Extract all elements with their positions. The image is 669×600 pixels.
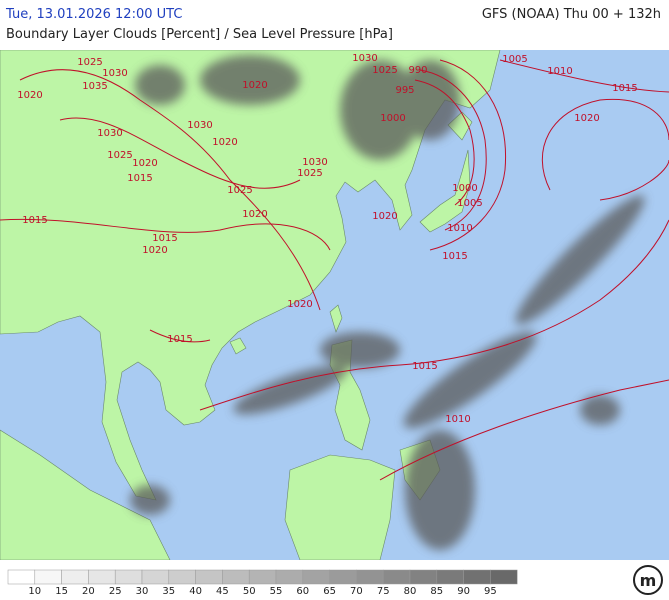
isobar-label: 1005 <box>502 54 527 65</box>
legend-swatch <box>490 569 518 585</box>
isobar-label: 1025 <box>297 168 322 179</box>
legend-label: 45 <box>216 586 229 597</box>
land <box>0 50 501 560</box>
isobar-label: 1020 <box>142 245 167 256</box>
isobar-label: 1015 <box>152 233 177 244</box>
legend-swatch <box>141 569 170 585</box>
isobar-label: 1030 <box>302 157 327 168</box>
date-title: Tue, 13.01.2026 12:00 UTC <box>6 7 183 22</box>
isobar-label: 990 <box>408 65 427 76</box>
legend-label: 50 <box>243 586 256 597</box>
isobar-label: 1005 <box>457 198 482 209</box>
isobar-label: 1030 <box>102 68 127 79</box>
isobar-label: 1025 <box>227 185 252 196</box>
legend-swatch <box>195 569 223 585</box>
legend-label: 35 <box>162 586 175 597</box>
subtitle: Boundary Layer Clouds [Percent] / Sea Le… <box>6 27 393 42</box>
clouds <box>130 55 645 550</box>
isobar-label: 1020 <box>372 211 397 222</box>
isobar-label: 1010 <box>547 66 572 77</box>
legend-swatch <box>463 569 491 585</box>
legend-swatch <box>34 569 62 585</box>
legend-swatch <box>248 569 277 585</box>
legend-swatch <box>356 569 384 585</box>
legend-label: 25 <box>109 586 122 597</box>
isobar-label: 1020 <box>17 90 42 101</box>
legend-label: 65 <box>323 586 336 597</box>
isobar-label: 1000 <box>380 113 405 124</box>
legend-swatch <box>409 569 438 585</box>
isobar-label: 1000 <box>452 183 477 194</box>
legend-label: 70 <box>350 586 363 597</box>
legend-swatch <box>302 569 330 585</box>
isobar-label: 1015 <box>442 251 467 262</box>
isobar-label: 1015 <box>412 361 437 372</box>
legend-label: 75 <box>377 586 390 597</box>
isobar-label: 1020 <box>242 209 267 220</box>
isobar-label: 1015 <box>167 334 192 345</box>
legend-label: 40 <box>189 586 202 597</box>
isobar-label: 1030 <box>352 53 377 64</box>
legend-swatch <box>436 569 464 585</box>
isobar-label: 1020 <box>574 113 599 124</box>
legend-swatch <box>222 569 250 585</box>
legend-label: 60 <box>296 586 309 597</box>
isobar-label: 1025 <box>77 57 102 68</box>
isobar-label: 1010 <box>447 223 472 234</box>
isobar-label: 1010 <box>445 414 470 425</box>
legend-swatch <box>114 569 143 585</box>
legend-swatch <box>7 569 36 585</box>
model-title: GFS (NOAA) Thu 00 + 132h <box>481 7 661 22</box>
legend-label: 20 <box>82 586 95 597</box>
legend-label: 10 <box>28 586 41 597</box>
legend-label: 55 <box>270 586 283 597</box>
legend-swatch <box>329 569 357 585</box>
isobar-label: 1015 <box>22 215 47 226</box>
isobar-label: 1015 <box>612 83 637 94</box>
legend-label: 30 <box>136 586 149 597</box>
isobar-label: 1035 <box>82 81 107 92</box>
isobar-label: 1025 <box>107 150 132 161</box>
isobar-label: 1020 <box>212 137 237 148</box>
isobar-label: 995 <box>395 85 414 96</box>
logo-text: m <box>640 571 657 590</box>
legend-swatch <box>382 569 411 585</box>
isobar-label: 1015 <box>127 173 152 184</box>
legend-label: 80 <box>404 586 417 597</box>
legend-label: 85 <box>430 586 443 597</box>
isobar-label: 1030 <box>97 128 122 139</box>
isobars <box>0 59 669 481</box>
isobar-label: 1020 <box>132 158 157 169</box>
logo: m <box>633 565 663 595</box>
legend-label: 90 <box>457 586 470 597</box>
legend-swatch <box>275 569 304 585</box>
legend-label: 15 <box>55 586 68 597</box>
legend-swatch <box>61 569 89 585</box>
isobar-label: 1020 <box>242 80 267 91</box>
legend-swatch <box>88 569 116 585</box>
legend-swatch <box>168 569 196 585</box>
isobar-label: 1020 <box>287 299 312 310</box>
legend-label: 95 <box>484 586 497 597</box>
isobar-label: 1030 <box>187 120 212 131</box>
isobar-label: 1025 <box>372 65 397 76</box>
